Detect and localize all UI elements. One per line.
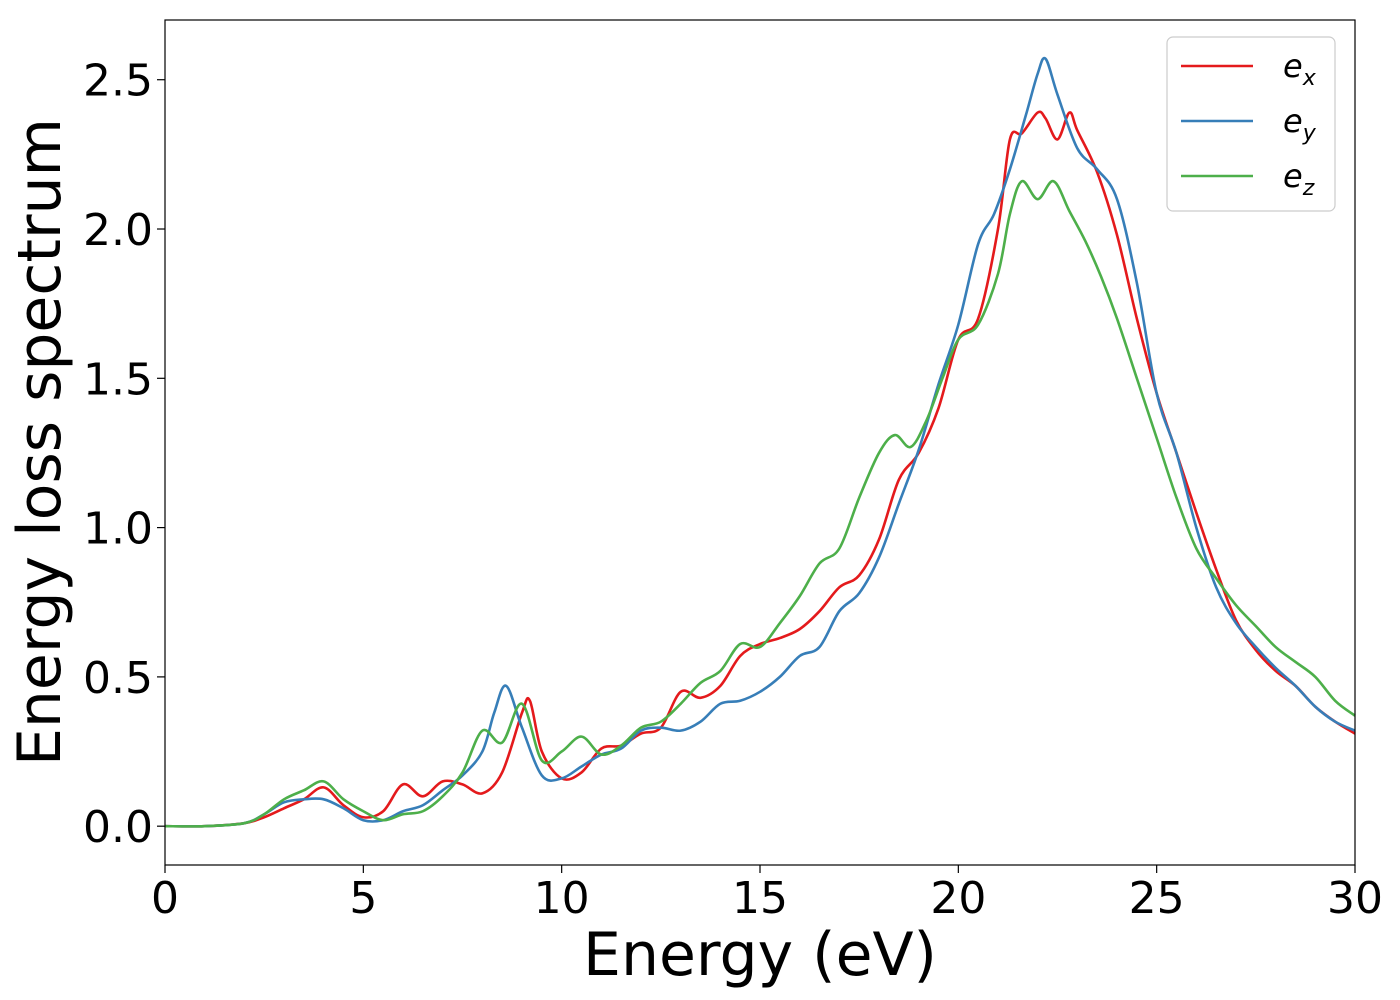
series-line-ex [164,110,1356,828]
x-tick-label: 5 [349,873,377,924]
series-line-ez [164,179,1356,828]
x-axis-ticks: 0 5 10 15 20 25 30 [151,865,1383,924]
y-tick-label: 2.0 [83,205,153,256]
x-tick-label: 30 [1327,873,1383,924]
y-tick-label: 1.0 [83,504,153,555]
x-tick-label: 0 [151,873,179,924]
y-tick-label: 0.5 [83,653,153,704]
y-tick-label: 1.5 [83,354,153,405]
series-line-ey [164,56,1356,828]
y-axis-title: Energy loss spectrum [5,118,75,766]
series-lines [164,56,1356,828]
x-tick-label: 10 [534,873,590,924]
y-tick-label: 2.5 [83,56,153,107]
x-tick-label: 20 [930,873,986,924]
x-tick-label: 25 [1129,873,1185,924]
x-axis-title: Energy (eV) [583,920,937,990]
y-tick-label: 0.0 [83,802,153,853]
x-tick-label: 15 [732,873,788,924]
y-axis-ticks: 0.0 0.5 1.0 1.5 2.0 2.5 [83,56,165,853]
legend-box [1166,36,1336,212]
